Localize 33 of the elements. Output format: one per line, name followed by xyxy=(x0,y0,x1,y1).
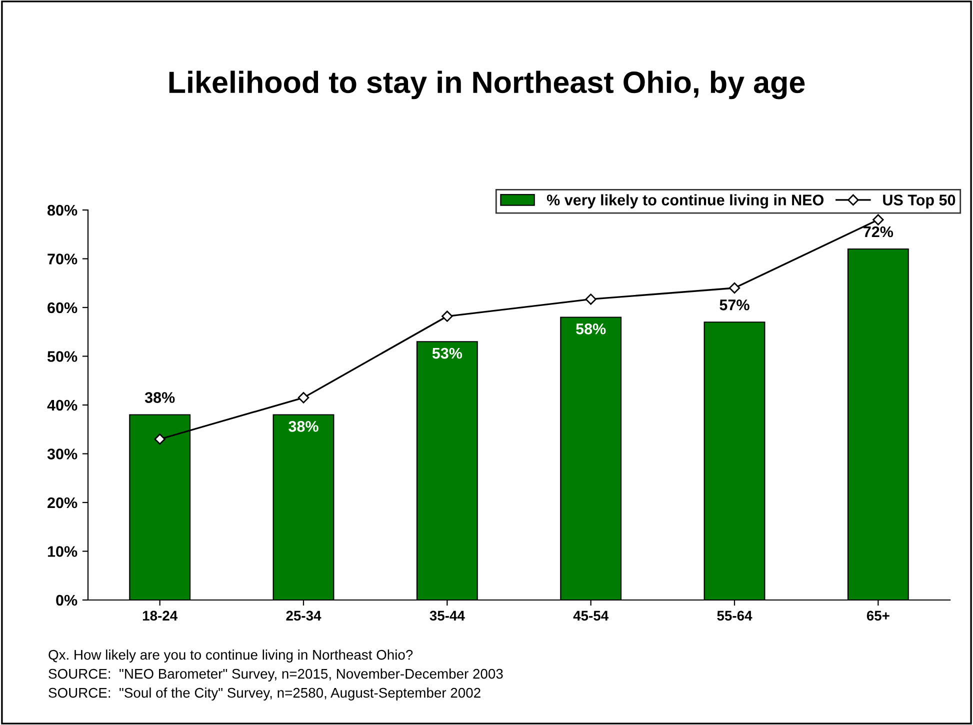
chart-title: Likelihood to stay in Northeast Ohio, by age xyxy=(169,70,805,100)
point xyxy=(442,310,453,322)
x-tick-label: 35-44 xyxy=(430,610,465,621)
y-tick-label: 0% xyxy=(56,594,78,606)
point xyxy=(298,392,310,404)
data-label: 38% xyxy=(144,392,175,403)
legend-label: US Top 50 xyxy=(883,194,956,208)
point xyxy=(154,434,166,445)
x-tick-label: 25-34 xyxy=(286,610,322,621)
text: Qx. How likely are you to continue living in Northeast Ohio? xyxy=(48,650,413,662)
data-label: 72% xyxy=(864,226,894,238)
source-note: SOURCE: "Soul of the City" Survey, n=2580, August-September 2002 xyxy=(48,688,480,700)
point xyxy=(585,294,596,305)
y-tick-label: 60% xyxy=(48,302,78,314)
x-tick-label: 18-24 xyxy=(142,610,178,621)
data-label: 57% xyxy=(720,300,750,310)
x-tick-label: 45-54 xyxy=(573,610,609,621)
legend-label: % very likely to continue living in NEO xyxy=(546,194,824,209)
point xyxy=(872,214,884,226)
y-tick-label: 20% xyxy=(48,497,78,508)
data-label: 53% xyxy=(432,348,462,359)
y-tick-label: 40% xyxy=(47,400,78,411)
source-note: SOURCE: "NEO Barometer" Survey, n=2015, November-December 2003 xyxy=(48,668,503,682)
y-tick-label: 30% xyxy=(47,448,78,460)
y-tick-label: 70% xyxy=(48,254,78,264)
data-label: 58% xyxy=(576,324,606,334)
point xyxy=(728,282,740,294)
y-tick-label: 50% xyxy=(47,351,78,362)
x-tick-label: 55-64 xyxy=(717,610,752,621)
y-tick-label: 10% xyxy=(48,546,78,557)
y-tick-label: 80% xyxy=(47,204,78,216)
x-tick-label: 65+ xyxy=(866,610,890,621)
data-label: 38% xyxy=(288,421,318,432)
